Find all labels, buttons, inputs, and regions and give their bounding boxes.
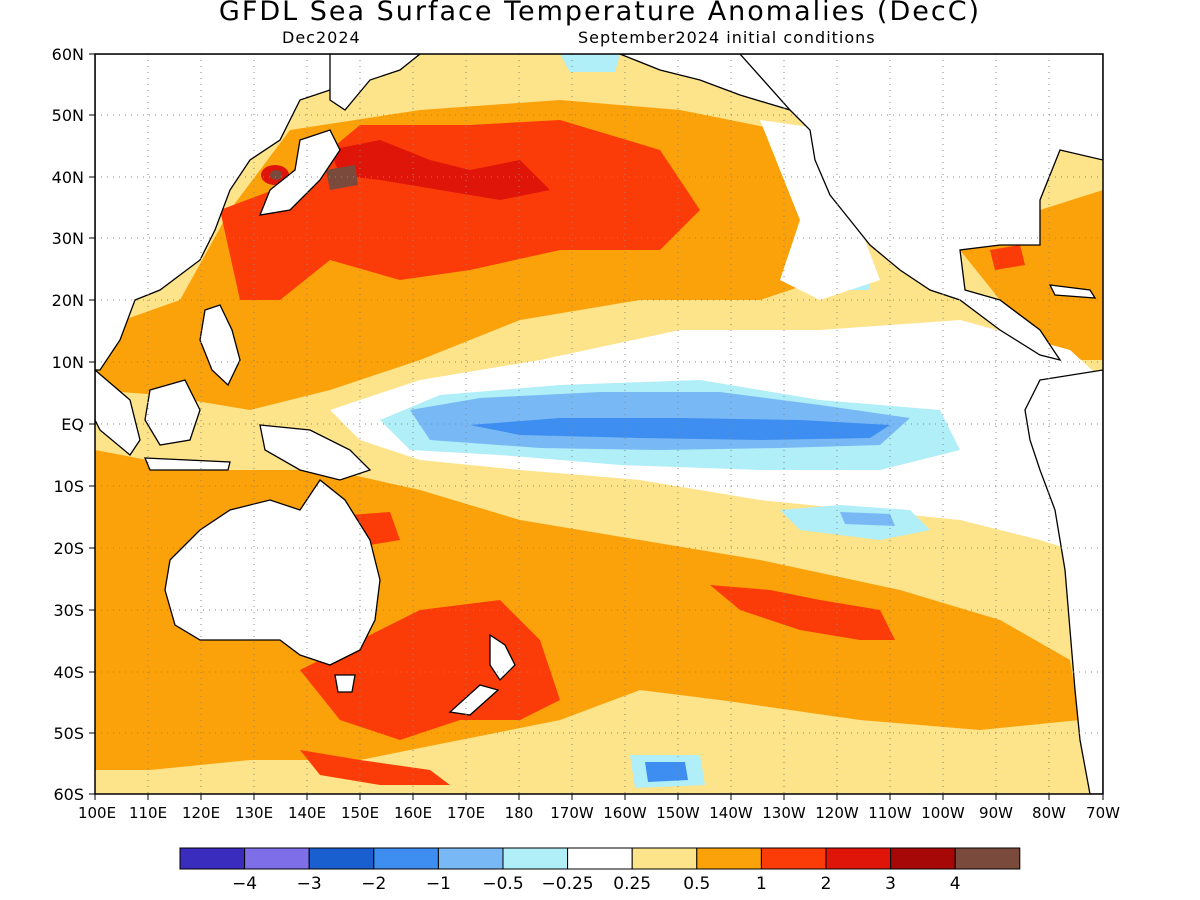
- colorbar-label: −2: [361, 874, 386, 894]
- cuba-coastline: [1048, 284, 1097, 299]
- lat-label-10s: 10S: [53, 477, 84, 496]
- east-pacific-white-patch: [760, 120, 880, 300]
- japan-coastline: [258, 129, 341, 216]
- colorbar-swatch: [631, 847, 698, 870]
- southern-ocean-hot-region: [300, 750, 450, 785]
- lon-label-160w: 160W: [603, 804, 647, 822]
- lat-label-40s: 40S: [53, 663, 84, 682]
- lon-label-130e: 130E: [235, 804, 273, 822]
- borneo-coastline: [144, 379, 201, 446]
- colorbar-label: 1: [756, 874, 767, 894]
- colorbar-swatch: [954, 847, 1021, 870]
- colorbar-label: −3: [297, 874, 322, 894]
- colorbar-label: 0.5: [683, 874, 710, 894]
- colorbar-label: 3: [885, 874, 896, 894]
- new-zealand-north-coastline: [489, 633, 516, 682]
- lon-label-160e: 160E: [394, 804, 432, 822]
- colorbar-swatch: [437, 847, 504, 870]
- north-america-coastline: [739, 54, 1103, 362]
- colorbar-label: 4: [950, 874, 961, 894]
- java-coastline: [144, 457, 231, 471]
- colorbar-swatch: [825, 847, 892, 870]
- colorbar-label: −1: [426, 874, 451, 894]
- colorbar-swatch: [760, 847, 827, 870]
- colorbar-swatch: [179, 847, 246, 870]
- southern-ocean-cold-spot: [645, 762, 688, 782]
- kamchatka-coastline: [329, 54, 422, 111]
- australia-coastline: [164, 479, 381, 666]
- lon-label-150w: 150W: [656, 804, 700, 822]
- southeast-pacific-hot-region: [710, 585, 895, 640]
- sumatra-coastline: [95, 369, 141, 456]
- lon-label-110w: 110W: [868, 804, 912, 822]
- lon-label-140w: 140W: [709, 804, 753, 822]
- colorbar-swatch: [373, 847, 439, 870]
- lon-label-120e: 120E: [182, 804, 220, 822]
- lat-label-30s: 30S: [53, 601, 84, 620]
- lat-label-eq: EQ: [61, 415, 84, 434]
- land-masses: [95, 54, 1103, 794]
- latitude-axis: 60N 50N 40N 30N 20N 10N EQ 10S 20S 30S 4…: [52, 45, 95, 804]
- lat-label-50s: 50S: [53, 724, 84, 743]
- map-title: GFDL Sea Surface Temperature Anomalies (…: [218, 0, 982, 27]
- lat-label-50n: 50N: [52, 106, 84, 125]
- northwest-pacific-very-hot-region: [330, 140, 550, 200]
- colorbar-label: 2: [821, 874, 832, 894]
- colorbar-swatch: [567, 847, 633, 870]
- colorbar-swatch: [890, 847, 956, 870]
- lon-label-80w: 80W: [1032, 804, 1066, 822]
- asia-coastline: [95, 54, 341, 371]
- coral-sea-hot-region: [350, 512, 400, 545]
- tasmania-coastline: [334, 674, 356, 693]
- philippines-coastline: [199, 304, 241, 387]
- map-gridlines: [95, 54, 1103, 794]
- longitude-axis: 100E 110E 120E 130E 140E 150E 160E 170E …: [78, 794, 1120, 822]
- lat-label-10n: 10N: [52, 353, 84, 372]
- colorbar-swatch: [696, 847, 762, 870]
- lon-label-130w: 130W: [762, 804, 806, 822]
- colorbar-label: −4: [232, 874, 257, 894]
- lon-label-90w: 90W: [979, 804, 1013, 822]
- lon-label-70w: 70W: [1086, 804, 1120, 822]
- lon-label-100e: 100E: [78, 804, 116, 822]
- lon-label-120w: 120W: [815, 804, 859, 822]
- lon-label-170e: 170E: [447, 804, 485, 822]
- anomaly-field: [95, 54, 1103, 794]
- lat-label-60s: 60S: [53, 785, 84, 804]
- new-guinea-coastline: [259, 424, 372, 481]
- colorbar: −4 −3 −2 −1 −0.5 −0.25 0.25 0.5 1 2 3 4: [179, 847, 1021, 894]
- lat-label-40n: 40N: [52, 168, 84, 187]
- colorbar-swatch: [502, 847, 569, 870]
- lon-label-150e: 150E: [341, 804, 379, 822]
- lon-label-100w: 100W: [921, 804, 965, 822]
- lat-label-60n: 60N: [52, 45, 84, 64]
- colorbar-label: −0.5: [482, 874, 523, 894]
- colorbar-label: −0.25: [542, 874, 594, 894]
- lat-label-20n: 20N: [52, 291, 84, 310]
- init-conditions-label: September2024 initial conditions: [578, 28, 876, 47]
- colorbar-label: 0.25: [613, 874, 651, 894]
- south-america-coastline: [1024, 369, 1103, 794]
- bering-sea-cool-spot: [560, 54, 620, 72]
- gulf-of-mexico-hot-region: [990, 245, 1025, 270]
- lon-label-170w: 170W: [550, 804, 594, 822]
- japan-sea-extreme-spot: [270, 170, 282, 180]
- tasman-sea-hot-region: [300, 600, 560, 740]
- lat-label-30n: 30N: [52, 229, 84, 248]
- lon-label-140e: 140E: [288, 804, 326, 822]
- lon-label-180: 180: [505, 804, 534, 822]
- lat-label-20s: 20S: [53, 539, 84, 558]
- southeast-cold-spot: [840, 512, 895, 526]
- new-zealand-south-coastline: [448, 684, 500, 716]
- colorbar-swatch: [308, 847, 375, 870]
- colorbar-swatch: [244, 847, 310, 870]
- lon-label-110e: 110E: [129, 804, 167, 822]
- valid-month-label: Dec2024: [282, 28, 361, 47]
